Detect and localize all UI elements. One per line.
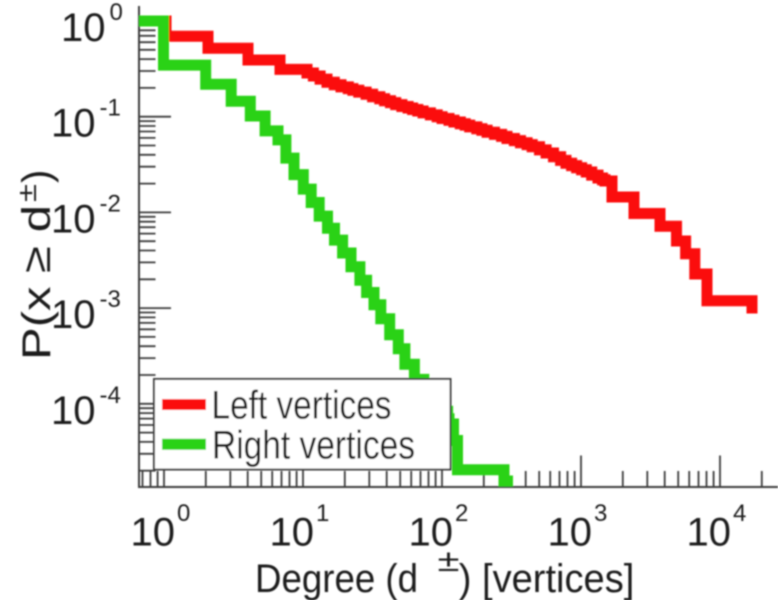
svg-text:): )	[15, 170, 59, 183]
svg-text:Degree (d: Degree (d	[255, 557, 418, 600]
svg-text:-1: -1	[100, 95, 121, 122]
svg-text:-3: -3	[100, 286, 121, 313]
svg-text:±: ±	[12, 184, 42, 202]
svg-text:10: 10	[270, 511, 315, 555]
svg-text:10: 10	[131, 511, 176, 555]
svg-text:±: ±	[438, 543, 460, 578]
svg-text:10: 10	[548, 511, 593, 555]
svg-text:10: 10	[409, 511, 454, 555]
svg-text:1: 1	[316, 500, 329, 527]
svg-text:-2: -2	[100, 190, 121, 217]
svg-text:4: 4	[733, 500, 746, 527]
svg-text:0: 0	[177, 500, 190, 527]
svg-text:2: 2	[455, 500, 468, 527]
svg-text:10: 10	[687, 511, 732, 555]
svg-text:P(x ≥ d: P(x ≥ d	[15, 205, 59, 360]
svg-text:) [vertices]: ) [vertices]	[459, 557, 635, 600]
svg-text:3: 3	[594, 500, 607, 527]
svg-text:Left vertices: Left vertices	[212, 383, 392, 427]
svg-text:-4: -4	[100, 382, 121, 409]
svg-text:10: 10	[51, 197, 96, 241]
svg-text:10: 10	[51, 102, 96, 146]
svg-text:10: 10	[61, 6, 106, 50]
svg-text:0: 0	[110, 0, 123, 26]
svg-text:10: 10	[51, 389, 96, 433]
svg-text:10: 10	[51, 293, 96, 337]
svg-text:Right vertices: Right vertices	[212, 423, 415, 467]
